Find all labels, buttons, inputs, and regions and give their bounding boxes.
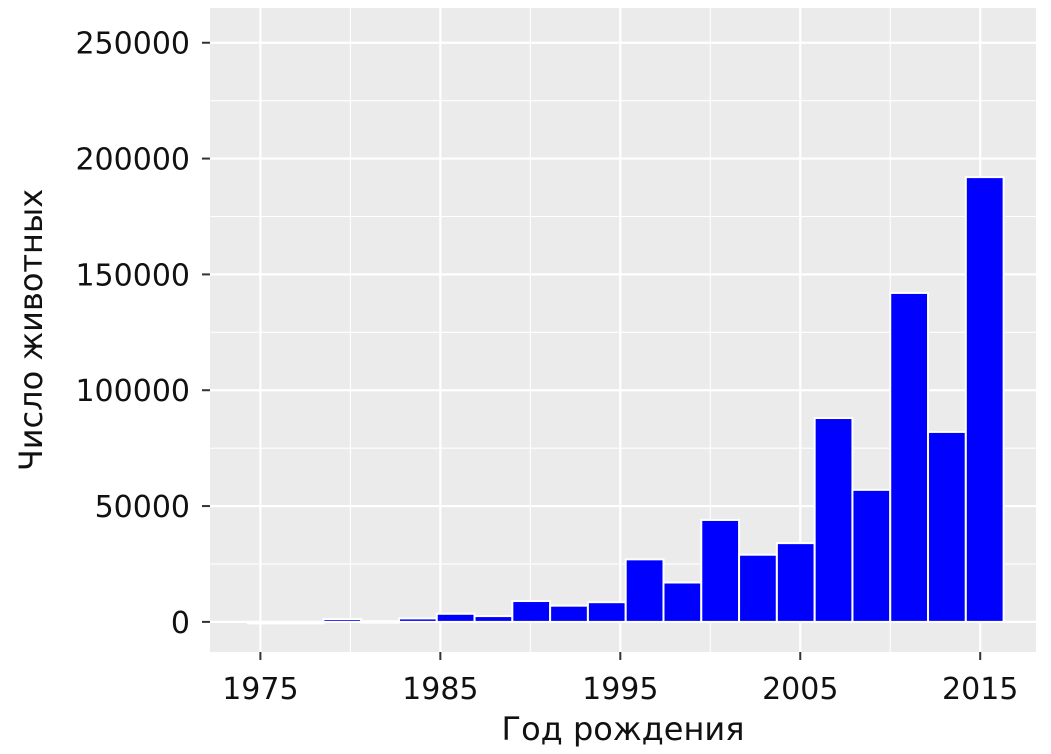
histogram-bar [851,488,892,623]
histogram-bar [624,558,665,623]
histogram-bar [662,581,703,623]
y-tick-label: 50000 [95,490,190,525]
histogram-bar [284,620,325,625]
x-tick-labels: 1975 1985 1995 2005 2015 [222,672,1018,707]
histogram-bar [889,291,930,623]
x-tick-label: 1975 [222,672,298,707]
y-tick-label: 250000 [75,27,190,62]
histogram-bar [397,617,438,623]
bars [246,176,1005,625]
x-tick-label: 2015 [942,672,1018,707]
y-tick-label: 150000 [75,258,190,293]
y-tick-label: 200000 [75,143,190,178]
y-axis-title: Число животных [12,189,50,471]
histogram-bar [246,620,287,625]
histogram-bar [322,618,363,623]
x-tick-label: 1995 [582,672,658,707]
y-tick-labels: 0 50000 100000 150000 200000 250000 [75,27,190,641]
histogram-bar [360,620,400,624]
histogram-bar [700,518,741,623]
x-axis-title: Год рождения [502,710,745,748]
histogram-bar [738,553,778,623]
histogram-bar [511,600,552,623]
x-tick-label: 1985 [402,672,478,707]
histogram-bar [473,615,514,623]
y-tick-label: 0 [171,606,190,641]
histogram-bar [964,176,1005,623]
histogram-bar [586,601,627,623]
histogram-bar [775,542,816,623]
histogram-bar [813,417,854,623]
x-tick-label: 2005 [762,672,838,707]
histogram-bar [435,612,476,623]
y-tick-label: 100000 [75,374,190,409]
histogram-bar [549,604,589,623]
axis-ticks [202,41,982,660]
histogram-bar [927,430,967,623]
